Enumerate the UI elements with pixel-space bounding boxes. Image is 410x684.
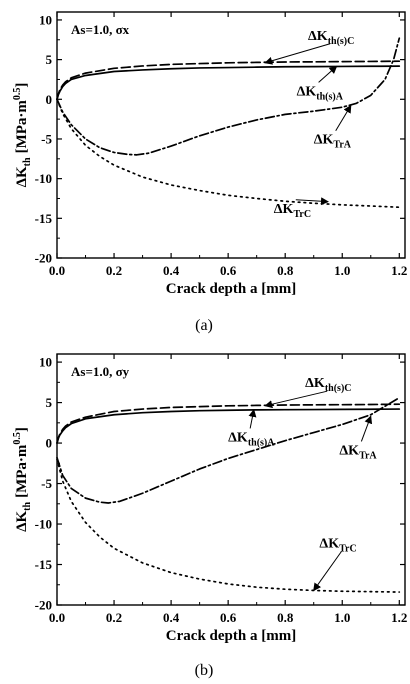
annotation-label-main: ΔK	[297, 84, 317, 99]
x-tick-label: 0.8	[277, 610, 294, 625]
x-tick-label: 0.2	[106, 610, 122, 625]
y-axis-title-unit: [MPa·m	[14, 444, 30, 498]
panel-caption: (b)	[195, 662, 214, 679]
y-tick-label: -10	[35, 517, 52, 532]
series-line-thsc	[56, 60, 401, 101]
y-tick-label: -20	[35, 598, 52, 613]
annotation-label-main: ΔK	[308, 29, 328, 44]
y-tick-label: -15	[35, 557, 53, 572]
annotation-label-tra: ΔKTrA	[314, 133, 352, 151]
chart-panel-a: 0.0 0.2 0.4 0.6 0.8 1.0 1.2 -20 -15 -10 -5 0 5 10 Crac…	[12, 11, 407, 334]
x-tick-label: 1.2	[391, 610, 407, 625]
x-tick-label: 0.6	[220, 263, 237, 278]
y-tick-label: -20	[35, 251, 52, 266]
y-tick-label: 10	[39, 355, 52, 370]
annotation-label-main: ΔK	[305, 376, 325, 391]
x-tick-label: 0.6	[220, 610, 237, 625]
annotation-arrow	[318, 65, 338, 83]
annotation-label-main: ΔK	[228, 430, 248, 445]
x-tick-label: 0.4	[163, 263, 180, 278]
x-tick-label: 0.8	[277, 263, 294, 278]
annotation-label-sub: TrC	[293, 209, 311, 220]
panel-caption: (a)	[195, 317, 213, 334]
x-tick-label: 0.4	[163, 610, 180, 625]
annotation-label-thsa: ΔKth(s)A	[297, 84, 344, 102]
series-line-tra	[56, 37, 401, 156]
x-axis-title: Crack depth a [mm]	[166, 281, 296, 297]
x-axis-title: Crack depth a [mm]	[166, 628, 296, 644]
plot-frame	[56, 353, 406, 606]
chart-panel-b: 0.0 0.2 0.4 0.6 0.8 1.0 1.2 -20 -15 -10 -5 0 5 10 Crac…	[12, 353, 407, 679]
annotation-label-sub: th(s)A	[316, 91, 343, 102]
series-line-tra	[56, 396, 401, 504]
y-tick-label: -15	[35, 211, 53, 226]
annotation-label-trc: ΔKTrC	[319, 537, 356, 555]
annotation-label-main: ΔK	[319, 537, 339, 552]
y-axis-title: ΔKth [MPa·m0.5]	[12, 83, 33, 188]
y-axis-title-exp: 0.5	[12, 432, 23, 445]
annotation-arrow	[295, 197, 329, 206]
series-line-thsa	[56, 65, 401, 101]
annotation-arrow	[335, 104, 352, 131]
y-axis-title-close: ]	[14, 427, 30, 432]
y-tick-label: 0	[46, 436, 53, 451]
y-tick-label: 10	[39, 12, 52, 27]
series-line-trc	[56, 458, 401, 593]
annotation-label-sub: TrC	[339, 544, 357, 555]
y-tick-label: -5	[41, 131, 52, 146]
annotation-label-main: ΔK	[339, 443, 359, 458]
x-tick-label: 0.0	[49, 263, 65, 278]
y-axis-title-unit: [MPa·m	[14, 100, 30, 154]
annotation-arrow	[264, 390, 328, 409]
x-tick-label: 0.0	[49, 610, 65, 625]
y-axis-title-main: ΔK	[14, 511, 30, 532]
annotation-label-thsc: ΔKth(s)C	[305, 376, 351, 394]
x-tick-label: 1.2	[391, 263, 407, 278]
y-axis-title-main: ΔK	[14, 166, 30, 187]
annotation-label-sub: th(s)C	[328, 36, 355, 47]
series-line-thsa	[56, 408, 401, 444]
condition-label: As=1.0, σx	[71, 22, 130, 37]
annotation-label-tra: ΔKTrA	[339, 443, 377, 461]
plot-frame	[56, 11, 406, 259]
annotation-arrow	[313, 551, 342, 592]
annotation-label-sub: TrA	[333, 140, 351, 151]
annotation-label-sub: th(s)C	[325, 383, 352, 394]
annotation-label-thsa: ΔKth(s)A	[228, 430, 275, 448]
y-axis-title: ΔKth [MPa·m0.5]	[12, 427, 33, 532]
series-line-thsc	[56, 403, 401, 444]
y-tick-label: -10	[35, 171, 52, 186]
y-axis-title-exp: 0.5	[12, 88, 23, 101]
y-tick-label: 0	[46, 92, 53, 107]
y-axis-title-sub: th	[22, 501, 33, 510]
x-tick-label: 0.2	[106, 263, 122, 278]
x-tick-label: 1.0	[334, 263, 350, 278]
annotation-arrow	[248, 408, 257, 429]
x-tick-label: 1.0	[334, 610, 350, 625]
y-tick-label: -5	[41, 476, 52, 491]
annotation-arrow	[264, 43, 331, 65]
y-tick-label: 5	[46, 395, 53, 410]
annotation-label-sub: TrA	[359, 450, 377, 461]
series-line-trc	[56, 98, 401, 209]
y-axis-title-sub: th	[22, 157, 33, 166]
y-tick-label: 5	[46, 52, 53, 67]
annotation-label-thsc: ΔKth(s)C	[308, 29, 354, 47]
condition-label: As=1.0, σy	[71, 364, 130, 379]
annotation-label-main: ΔK	[314, 133, 334, 148]
y-axis-title-close: ]	[14, 83, 30, 88]
annotation-label-trc: ΔKTrC	[274, 202, 311, 220]
annotation-label-main: ΔK	[274, 202, 294, 217]
annotation-arrow	[360, 415, 373, 442]
annotation-label-sub: th(s)A	[248, 437, 275, 448]
